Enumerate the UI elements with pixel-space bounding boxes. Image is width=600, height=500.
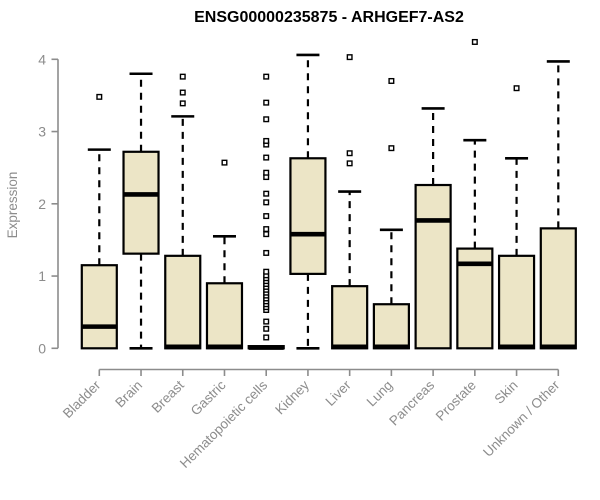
outlier-point bbox=[179, 89, 186, 96]
outlier-point bbox=[388, 145, 395, 152]
outlier-point bbox=[263, 73, 270, 80]
outlier-point bbox=[263, 213, 270, 220]
box-kidney bbox=[289, 53, 327, 350]
x-tick-label-prostate: Prostate bbox=[433, 378, 479, 424]
outlier-point bbox=[179, 73, 186, 80]
outlier-point bbox=[263, 325, 270, 332]
y-tick-label-4: 4 bbox=[38, 51, 46, 67]
outlier-point bbox=[346, 150, 353, 157]
iqr-box bbox=[80, 264, 118, 350]
x-tick-label-breast: Breast bbox=[149, 377, 187, 415]
x-tick-label-unknown-other: Unknown / Other bbox=[480, 377, 563, 460]
iqr-box bbox=[289, 157, 327, 275]
outlier-point bbox=[263, 137, 270, 144]
iqr-box bbox=[164, 254, 202, 350]
outlier-point bbox=[346, 54, 353, 61]
outlier-point bbox=[263, 226, 270, 233]
outlier-point bbox=[263, 190, 270, 197]
outlier-point bbox=[263, 116, 270, 123]
iqr-box bbox=[414, 183, 452, 350]
iqr-box bbox=[205, 282, 244, 350]
box-liver bbox=[331, 54, 369, 350]
y-axis: 0 1 2 3 4 bbox=[38, 51, 59, 356]
outlier-point bbox=[263, 249, 270, 256]
outlier-point bbox=[263, 199, 270, 206]
chart-title: ENSG00000235875 - ARHGEF7-AS2 bbox=[194, 9, 464, 26]
outlier-point bbox=[96, 93, 103, 100]
iqr-box bbox=[372, 303, 410, 350]
y-tick-label-1: 1 bbox=[38, 268, 46, 284]
outlier-point bbox=[346, 160, 353, 167]
outlier-point bbox=[263, 154, 270, 161]
y-tick-label-0: 0 bbox=[38, 340, 46, 356]
outlier-point bbox=[179, 100, 186, 107]
x-tick-label-kidney: Kidney bbox=[272, 377, 312, 417]
box-gastric bbox=[205, 159, 244, 350]
box-pancreas bbox=[414, 107, 452, 350]
iqr-box bbox=[122, 150, 160, 255]
x-tick-label-pancreas: Pancreas bbox=[386, 377, 437, 428]
iqr-box bbox=[331, 285, 369, 350]
box-prostate bbox=[456, 38, 494, 350]
iqr-box bbox=[497, 254, 536, 350]
outlier-point bbox=[263, 268, 270, 275]
box-unknown-other bbox=[539, 60, 577, 350]
x-tick-label-brain: Brain bbox=[112, 378, 145, 411]
outlier-point bbox=[388, 77, 395, 84]
outlier-point bbox=[263, 334, 270, 341]
x-tick-label-lung: Lung bbox=[364, 378, 396, 410]
x-tick-label-skin: Skin bbox=[492, 378, 521, 407]
box-skin bbox=[497, 85, 536, 350]
iqr-box bbox=[539, 227, 577, 350]
outlier-point bbox=[513, 85, 520, 92]
outlier-point bbox=[263, 318, 270, 325]
x-tick-label-gastric: Gastric bbox=[188, 377, 229, 418]
x-tick-label-bladder: Bladder bbox=[60, 377, 104, 421]
box-brain bbox=[122, 72, 160, 350]
box-lung bbox=[372, 77, 410, 350]
y-tick-label-2: 2 bbox=[38, 196, 46, 212]
outlier-point bbox=[471, 38, 478, 45]
outlier-point bbox=[221, 159, 228, 166]
outlier-point bbox=[263, 169, 270, 176]
box-hematopoietic-cells bbox=[247, 73, 285, 350]
y-tick-label-3: 3 bbox=[38, 124, 46, 140]
outlier-point bbox=[263, 231, 270, 238]
box-bladder bbox=[80, 93, 118, 350]
box-breast bbox=[164, 73, 202, 350]
x-tick-label-liver: Liver bbox=[322, 377, 354, 409]
outlier-point bbox=[263, 99, 270, 106]
